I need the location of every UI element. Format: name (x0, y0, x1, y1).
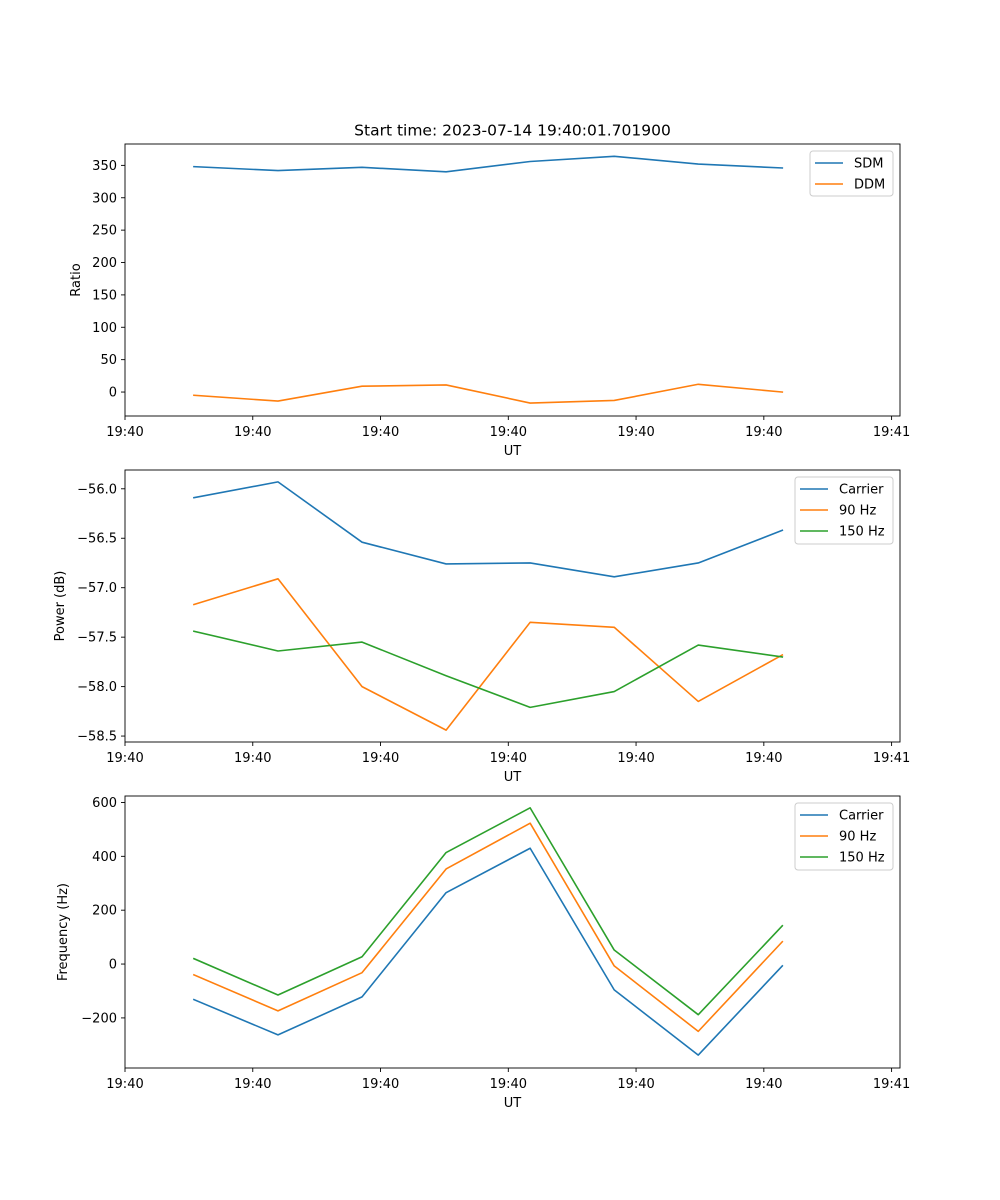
frequency-panel: 19:40 19:40 19:40 19:40 19:40 19:40 19:41 −200 0… (56, 795, 910, 1111)
ratio-y-tick-label: 200 (92, 256, 117, 271)
ratio-series-line-ddm (193, 383, 784, 404)
frequency-y-tick-label: 200 (92, 904, 117, 919)
frequency-series-line-90-hz (192, 822, 784, 1033)
ratio-x-tick-label: 19:40 (106, 425, 143, 440)
ratio-y-tick-label: 350 (92, 159, 117, 174)
power-x-tick-label: 19:40 (234, 751, 271, 766)
frequency-legend-label-carrier: Carrier (839, 809, 884, 824)
ratio-x-tick-label: 19:41 (873, 425, 910, 440)
power-axes-frame (124, 469, 901, 743)
ratio-legend-label-ddm: DDM (854, 178, 885, 193)
frequency-y-tick-label: 600 (92, 796, 117, 811)
power-series-line-90-hz (192, 577, 784, 731)
frequency-x-tick-label: 19:40 (617, 1077, 654, 1092)
chart-title: Start time: 2023-07-14 19:40:01.701900 (354, 122, 671, 140)
ratio-y-tick-label: 100 (92, 321, 117, 336)
frequency-y-tick-label: 400 (92, 850, 117, 865)
frequency-x-tick-label: 19:40 (490, 1077, 527, 1092)
power-series-line-150-hz (192, 630, 784, 709)
ratio-y-tick-label: 50 (100, 353, 117, 368)
power-legend: Carrier 90 Hz 150 Hz (794, 476, 894, 545)
power-x-tick-label: 19:40 (490, 751, 527, 766)
ratio-x-tick-label: 19:40 (745, 425, 782, 440)
power-x-tick-label: 19:40 (617, 751, 654, 766)
power-x-tick-label: 19:40 (106, 751, 143, 766)
power-y-tick-label: −57.5 (77, 631, 117, 646)
power-x-tick-label: 19:41 (873, 751, 910, 766)
frequency-x-tick-label: 19:40 (362, 1077, 399, 1092)
power-y-tick-label: −56.5 (77, 532, 117, 547)
frequency-y-axis-label: Frequency (Hz) (56, 883, 71, 981)
power-x-axis-label: UT (504, 770, 522, 785)
power-legend-label-carrier: Carrier (839, 483, 884, 498)
power-legend-label-150-hz: 150 Hz (839, 525, 885, 540)
power-series-line-carrier (192, 481, 784, 578)
ratio-panel: 19:40 19:40 19:40 19:40 19:40 19:40 19:41 0 50 10… (69, 143, 910, 459)
ratio-x-tick-label: 19:40 (490, 425, 527, 440)
ratio-y-tick-label: 0 (109, 386, 117, 401)
ratio-x-tick-label: 19:40 (617, 425, 654, 440)
ratio-y-tick-label: 300 (92, 191, 117, 206)
ratio-y-axis-label: Ratio (69, 263, 84, 296)
power-legend-box (794, 476, 894, 545)
frequency-x-tick-label: 19:40 (745, 1077, 782, 1092)
ratio-legend-label-sdm: SDM (854, 157, 883, 172)
ratio-y-tick-label: 250 (92, 224, 117, 239)
frequency-x-tick-label: 19:40 (234, 1077, 271, 1092)
power-y-tick-label: −57.0 (77, 581, 117, 596)
frequency-legend: Carrier 90 Hz 150 Hz (794, 802, 894, 871)
power-panel: 19:40 19:40 19:40 19:40 19:40 19:40 19:41 −58.5… (53, 469, 910, 785)
power-y-tick-label: −56.0 (77, 482, 117, 497)
frequency-x-tick-label: 19:41 (873, 1077, 910, 1092)
power-y-tick-label: −58.5 (77, 730, 117, 745)
frequency-legend-label-90-hz: 90 Hz (839, 830, 876, 845)
frequency-legend-label-150-hz: 150 Hz (839, 851, 885, 866)
frequency-x-axis-label: UT (504, 1096, 522, 1111)
power-x-tick-label: 19:40 (362, 751, 399, 766)
frequency-series-line-carrier (192, 847, 784, 1056)
frequency-x-tick-label: 19:40 (106, 1077, 143, 1092)
ratio-series-line-sdm (193, 155, 784, 173)
ratio-x-tick-label: 19:40 (362, 425, 399, 440)
ratio-axes-frame (124, 143, 901, 417)
frequency-y-tick-label: 0 (109, 958, 117, 973)
frequency-y-tick-label: −200 (81, 1011, 117, 1026)
ratio-x-tick-label: 19:40 (234, 425, 271, 440)
power-y-axis-label: Power (dB) (53, 571, 68, 642)
ratio-x-axis-label: UT (504, 444, 522, 459)
ratio-legend: SDM DDM (809, 150, 894, 197)
power-x-tick-label: 19:40 (745, 751, 782, 766)
frequency-axes-frame (124, 795, 901, 1069)
power-y-tick-label: −58.0 (77, 680, 117, 695)
ratio-y-tick-label: 150 (92, 288, 117, 303)
frequency-legend-box (794, 802, 894, 871)
frequency-series-line-150-hz (192, 807, 784, 1016)
power-legend-label-90-hz: 90 Hz (839, 504, 876, 519)
